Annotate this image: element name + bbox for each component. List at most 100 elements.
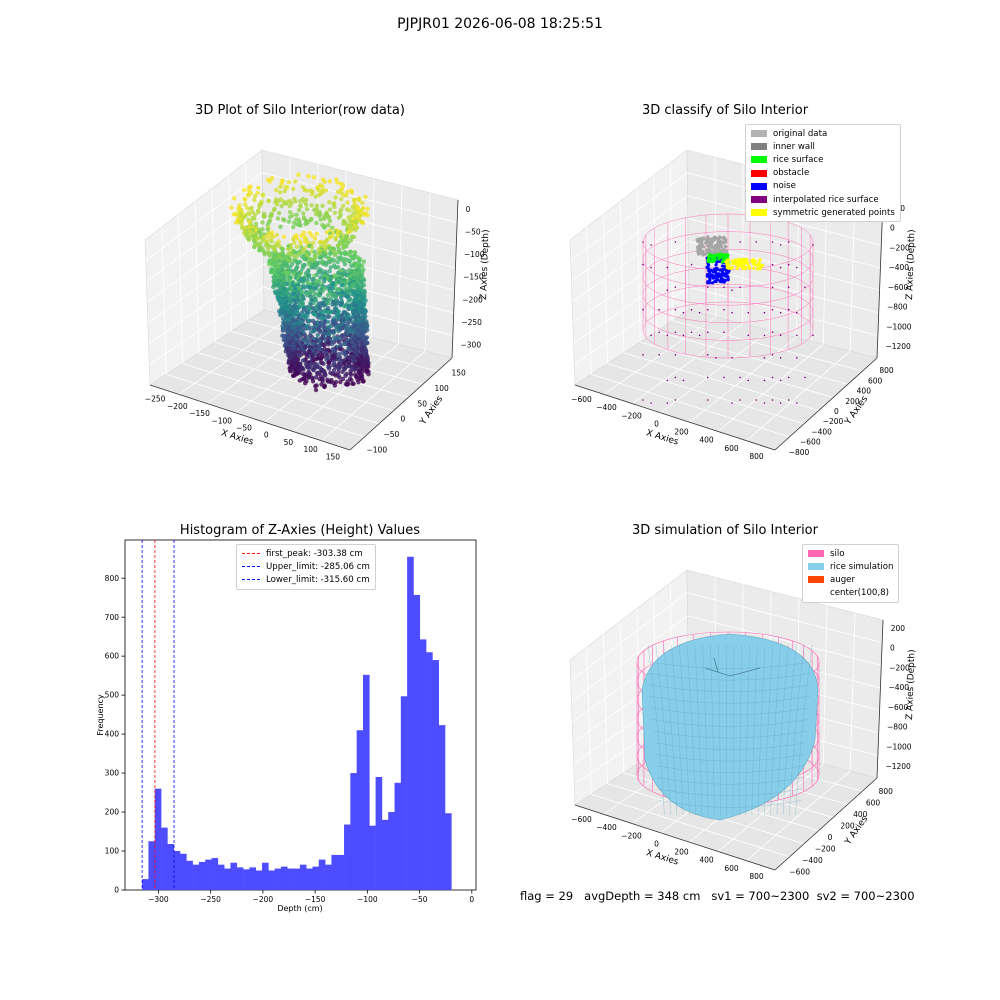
plot4-y-tick: 800 <box>879 787 894 796</box>
plot1-point <box>301 278 306 284</box>
plot1-point <box>323 188 329 193</box>
plot1-point <box>269 176 275 181</box>
plot1-point <box>287 209 293 215</box>
plot1-point <box>326 223 331 228</box>
plot1-point <box>299 233 304 238</box>
plot1-point <box>306 274 311 279</box>
plot4-legend-swatch <box>808 589 824 597</box>
plot1-point <box>234 220 239 225</box>
plot1-point <box>292 259 297 264</box>
plot4-y-tick: −600 <box>789 867 810 876</box>
plot1-point <box>282 218 287 223</box>
plot1-point <box>301 211 306 216</box>
plot1-point <box>253 221 259 226</box>
plot1-point <box>296 172 301 177</box>
plot1-point <box>320 203 325 208</box>
plot4-z-tick: −1200 <box>885 762 911 771</box>
plot1-title: 3D Plot of Silo Interior(row data) <box>195 103 405 118</box>
plot1-point <box>361 259 366 264</box>
plot1-point <box>302 285 307 290</box>
plot1-point <box>336 215 342 220</box>
plot1-point <box>312 273 317 278</box>
sv1-value: sv1 = 700~2300 <box>711 889 810 903</box>
plot1-point <box>288 299 293 305</box>
plot4-x-tick: 200 <box>674 848 689 857</box>
status-footer: flag = 29 avgDepth = 348 cm sv1 = 700~23… <box>520 889 915 903</box>
plot1-point <box>304 206 310 212</box>
plot1-point <box>339 295 344 301</box>
plot1-point <box>327 200 332 205</box>
sv2-value: sv2 = 700~2300 <box>816 889 915 903</box>
plot1-point <box>277 190 283 195</box>
plot1-point <box>333 294 338 299</box>
plot1-point <box>252 197 257 203</box>
plot1-point <box>327 251 333 257</box>
plot1-point <box>265 234 270 239</box>
plot1-point <box>274 187 279 193</box>
plot4-z-tick: −1000 <box>886 742 912 751</box>
plot1-point <box>242 187 247 193</box>
plot1-point <box>292 254 297 259</box>
plot1-point <box>309 191 315 197</box>
plot1-point <box>269 239 274 244</box>
plot1-point <box>314 203 320 208</box>
figure-title: PJPJR01 2026-06-08 18:25:51 <box>397 16 603 32</box>
plot1-point <box>314 231 319 236</box>
plot1-point <box>346 306 351 312</box>
plot1-point <box>280 246 285 252</box>
plot1-point <box>348 238 354 243</box>
plot1-point <box>271 207 277 213</box>
plot1-point <box>266 198 271 204</box>
plot1-point <box>242 197 248 202</box>
plot1-point <box>345 240 351 245</box>
plot1-point <box>296 207 302 213</box>
plot1-point <box>257 204 262 210</box>
plot1-point <box>290 237 296 242</box>
plot1-point <box>312 249 317 255</box>
plot1-point <box>291 186 296 192</box>
plot4-y-tick: −200 <box>815 844 836 853</box>
plot1-point <box>327 179 332 184</box>
plot1-point <box>324 262 329 267</box>
plot4-z-label: Z Axies (Depth) <box>905 649 917 720</box>
plot1-point <box>317 255 322 260</box>
plot1-point <box>282 189 287 194</box>
plot1-point <box>310 240 316 246</box>
plot1-point <box>304 188 309 193</box>
plot1-point <box>327 269 332 274</box>
plot1-point <box>298 242 303 247</box>
plot1-point <box>300 266 305 271</box>
plot1-point <box>346 298 351 303</box>
plot1-point <box>344 294 350 299</box>
plot1-point <box>318 270 323 275</box>
plot1-point <box>285 246 291 252</box>
plot1-point <box>312 265 318 270</box>
plot1-point <box>335 189 341 195</box>
plot1-point <box>252 216 257 221</box>
plot1-point <box>284 201 289 206</box>
plot1-point <box>332 210 338 216</box>
plot1-point <box>270 234 276 240</box>
plot1-point <box>294 244 299 250</box>
plot4-y-tick: 600 <box>866 798 881 807</box>
flag-value: flag = 29 <box>520 889 574 903</box>
plot1-point <box>343 251 348 257</box>
plot4-legend-item: auger <box>808 573 893 586</box>
avg-depth-value: avgDepth = 348 cm <box>584 889 701 903</box>
plot4-x-tick: 600 <box>724 864 739 873</box>
plot1-point <box>363 194 368 200</box>
plot1-point <box>339 196 344 202</box>
plot4-y-tick: −400 <box>802 856 823 865</box>
plot1-point <box>287 277 292 282</box>
plot1-point <box>318 275 323 280</box>
plot1-point <box>336 271 341 276</box>
plot1-point <box>339 282 344 288</box>
plot4-x-tick: 400 <box>699 856 714 865</box>
plot1-point <box>313 194 318 199</box>
plot1-point <box>294 236 299 241</box>
plot1-point <box>285 185 290 190</box>
plot1-point <box>268 214 273 219</box>
plot4-y-tick: 0 <box>828 833 833 842</box>
plot1-point <box>265 227 270 232</box>
